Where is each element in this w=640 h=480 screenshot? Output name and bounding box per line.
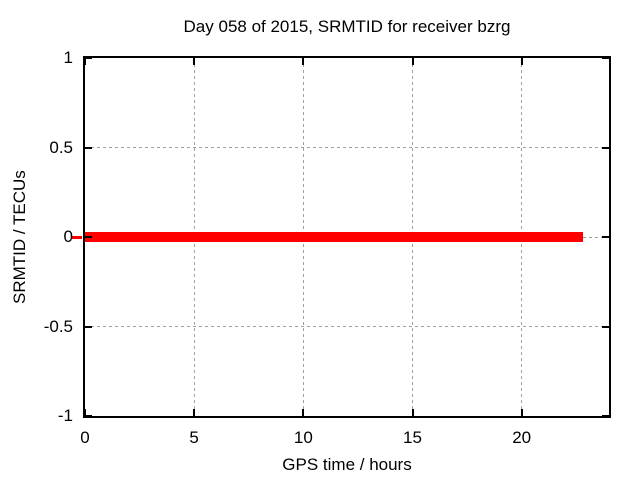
series-line-srmtid	[85, 232, 583, 242]
y-tick-mark-left	[85, 57, 92, 59]
x-tick-mark-top	[84, 58, 86, 65]
x-tick-label: 15	[403, 428, 422, 447]
y-tick-mark-right	[602, 415, 609, 417]
y-tick-label: 1	[63, 48, 73, 67]
y-tick-label: 0	[63, 227, 73, 246]
x-tick-label: 20	[512, 428, 532, 447]
x-tick-mark-top	[302, 58, 305, 65]
x-tick-label: 0	[80, 428, 90, 447]
y-tick-mark-left	[85, 415, 92, 417]
x-tick-mark-bottom	[84, 409, 86, 416]
x-tick-mark-top	[193, 58, 196, 65]
y-tick-label: -1	[57, 406, 73, 425]
y-tick-mark-right	[602, 325, 609, 328]
y-tick-mark-left	[85, 236, 92, 238]
y-tick-mark-right	[602, 57, 609, 59]
y-tick-mark-right	[602, 146, 609, 149]
x-tick-label: 5	[189, 428, 199, 447]
y-tick-mark-left	[85, 325, 92, 328]
x-tick-mark-top	[411, 58, 414, 65]
x-tick-mark-bottom	[520, 409, 523, 416]
y-tick-mark-right	[602, 236, 609, 238]
x-tick-mark-bottom	[302, 409, 305, 416]
y-tick-label: 0.5	[49, 137, 73, 157]
x-tick-mark-bottom	[193, 409, 196, 416]
y-tick-label: -0.5	[43, 316, 73, 336]
x-tick-mark-bottom	[411, 409, 414, 416]
x-axis-label: GPS time / hours	[282, 455, 412, 474]
zero-line-outer-red-dash	[71, 235, 82, 239]
plot-area	[83, 56, 611, 418]
y-gridline	[85, 147, 609, 148]
chart-title: Day 058 of 2015, SRMTID for receiver bzr…	[183, 17, 511, 36]
y-tick-mark-left	[85, 146, 92, 149]
x-tick-label: 10	[293, 428, 313, 447]
x-tick-mark-top	[520, 58, 523, 65]
y-gridline	[85, 326, 609, 327]
